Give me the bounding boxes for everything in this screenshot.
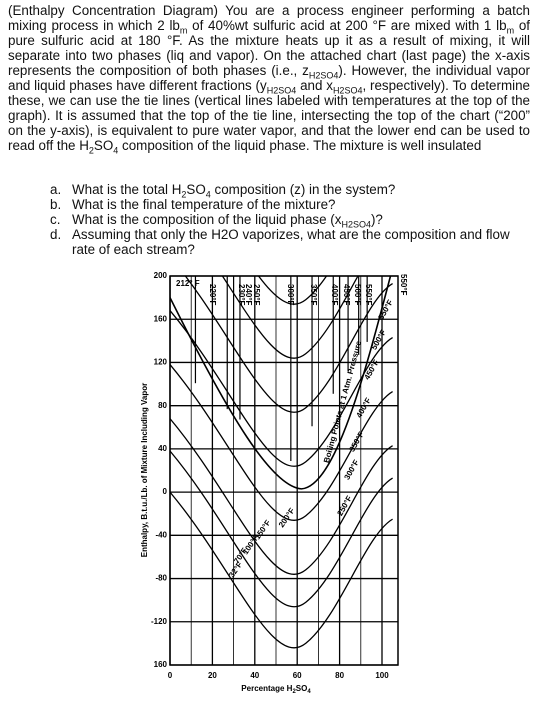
question-text: What is the total H2SO4 composition (z) …	[72, 182, 396, 200]
question: c. What is the composition of the liquid …	[50, 212, 528, 230]
text-run: m	[179, 25, 188, 36]
text-run: ). However, the individual vapor and liq…	[8, 63, 530, 93]
text-run: 2	[88, 145, 94, 156]
isotherm	[170, 491, 393, 649]
y-tick-label: 160	[154, 314, 168, 323]
y-tick-label: 200	[154, 271, 168, 280]
isotherm	[257, 276, 328, 305]
question-text: What is the final temperature of the mix…	[72, 197, 335, 212]
isotherm	[170, 450, 393, 608]
problem-text: (Enthalpy Concentration Diagram) You are…	[8, 3, 530, 156]
text-run: of 40%wt sulfuric acid at 200 °F are mix…	[187, 18, 507, 33]
text-run: Assuming that only the H2O vaporizes, wh…	[72, 227, 510, 257]
y-tick-label: 80	[158, 401, 167, 410]
text-run: 4	[113, 145, 119, 156]
isotherm-label: 550°F	[376, 298, 395, 321]
tie-line-label: 500°F	[353, 284, 362, 306]
question: a. What is the total H2SO4 composition (z…	[50, 182, 528, 200]
question-marker: c.	[50, 212, 61, 227]
isotherm	[170, 364, 393, 521]
y-tick-label: 0	[163, 487, 168, 496]
text-run: H2SO4	[332, 85, 363, 96]
isotherm-label: 250°F	[335, 494, 354, 517]
text-run: H2SO4	[341, 219, 371, 230]
curves	[170, 276, 393, 665]
tie-line-label: 250°F	[252, 284, 261, 306]
text-run: SO	[93, 138, 114, 153]
question-marker: a.	[50, 182, 62, 197]
text-run: and x	[296, 78, 333, 93]
tie-line-label: 300°F	[286, 284, 295, 306]
tie-line-label: 400°F	[330, 284, 339, 306]
question-marker: b.	[50, 197, 62, 212]
question-text: Assuming that only the H2O vaporizes, wh…	[72, 227, 528, 257]
x-tick-label: 0	[168, 671, 173, 680]
question-list: a. What is the total H2SO4 composition (z…	[50, 182, 528, 257]
tie-line-label: 450°F	[342, 284, 351, 306]
text-run: of pure sulfuric acid at 180 °F. As the …	[8, 18, 530, 78]
plot-frame	[169, 275, 399, 666]
text-run: 4	[307, 689, 311, 695]
question-marker: d.	[50, 227, 62, 242]
text-run: Percentage H	[241, 684, 292, 693]
isotherm-label: 500°F	[369, 328, 388, 351]
text-run: What is the final temperature of the mix…	[72, 197, 336, 212]
boiling-line	[170, 276, 392, 490]
text-run: composition of the liquid phase. The mix…	[118, 138, 482, 153]
tie-line-label: 212° F	[176, 279, 200, 288]
question: b. What is the final temperature of the m…	[50, 197, 528, 212]
tie-line-label: 550°F	[364, 284, 373, 306]
text-run: (Enthalpy Concentration Diagram) You are…	[8, 3, 530, 33]
text-run: )?	[370, 212, 383, 227]
y-tick-label: -120	[151, 617, 168, 626]
isotherm	[221, 276, 359, 359]
x-tick-label: 20	[208, 671, 217, 680]
text-run: composition (z) in the system?	[210, 182, 396, 197]
text-run: 2	[292, 689, 296, 695]
text-run: m	[506, 25, 515, 36]
isotherm-label: 400°F	[354, 396, 373, 419]
question: d. Assuming that only the H2O vaporizes, …	[50, 227, 528, 257]
y-tick-label: 40	[158, 444, 167, 453]
y-tick-label: -40	[155, 530, 167, 539]
tie-line-label: 240°F	[244, 284, 253, 306]
x-tick-label: 100	[375, 671, 389, 680]
y-tick-label: 160	[154, 660, 168, 669]
x-tick-label: 80	[335, 671, 344, 680]
isotherm-label: 200°F	[277, 506, 297, 529]
x-tick-label: 60	[293, 671, 302, 680]
tie-line-label: 350°F	[309, 284, 318, 306]
text-run: What is the total H	[72, 182, 182, 197]
tie-line-label: 550°F	[399, 274, 408, 296]
y-axis-label: Enthalpy, B.t.u./Lb. of Mixture Includin…	[140, 383, 149, 558]
x-axis-label: Percentage H2SO4	[241, 684, 311, 694]
isotherm-label: 32°F	[227, 560, 244, 579]
text-run: 4	[205, 189, 211, 200]
text-run: What is the composition of the liquid ph…	[72, 212, 342, 227]
y-tick-label: -80	[155, 574, 167, 583]
isotherm	[170, 418, 393, 575]
text-run: SO	[186, 182, 206, 197]
question-text: What is the composition of the liquid ph…	[72, 212, 383, 230]
text-run: , respectively). To determine these, we …	[8, 78, 530, 153]
isotherm-label: 350°F	[347, 430, 366, 453]
text-run: SO	[296, 684, 308, 693]
text-run: H2SO4	[266, 85, 297, 96]
tie-line-label: 220°F	[208, 284, 217, 306]
text-run: 2	[181, 189, 187, 200]
tie-line-label: 230°F	[237, 284, 246, 306]
text-run: H2SO4	[308, 70, 339, 81]
x-tick-label: 40	[250, 671, 259, 680]
y-tick-label: 120	[154, 358, 168, 367]
